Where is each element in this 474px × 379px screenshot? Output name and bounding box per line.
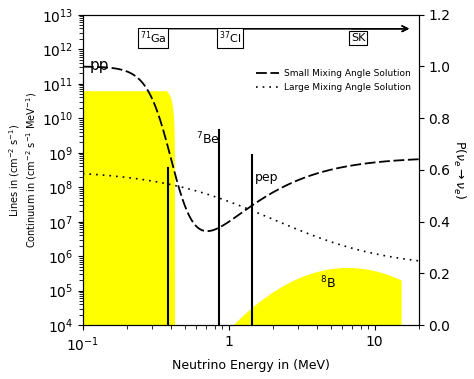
Y-axis label: Lines in (cm$^{-2}$ s$^{-1}$)
Continuum in (cm$^{-2}$ s$^{-1}$ MeV$^{-1}$): Lines in (cm$^{-2}$ s$^{-1}$) Continuum …	[7, 92, 39, 248]
Text: pp: pp	[90, 58, 109, 73]
Text: SK: SK	[351, 33, 365, 43]
Legend: Small Mixing Angle Solution, Large Mixing Angle Solution: Small Mixing Angle Solution, Large Mixin…	[253, 66, 414, 96]
Text: $^8$B: $^8$B	[320, 274, 336, 291]
X-axis label: Neutrino Energy in (MeV): Neutrino Energy in (MeV)	[172, 359, 329, 372]
Y-axis label: P($\nu_e \rightarrow \nu_e$): P($\nu_e \rightarrow \nu_e$)	[451, 141, 467, 199]
Text: pep: pep	[255, 171, 278, 184]
Text: $^{71}$Ga: $^{71}$Ga	[140, 30, 166, 46]
Text: $^{37}$Cl: $^{37}$Cl	[219, 30, 241, 46]
Text: $^7$Be: $^7$Be	[196, 130, 220, 147]
